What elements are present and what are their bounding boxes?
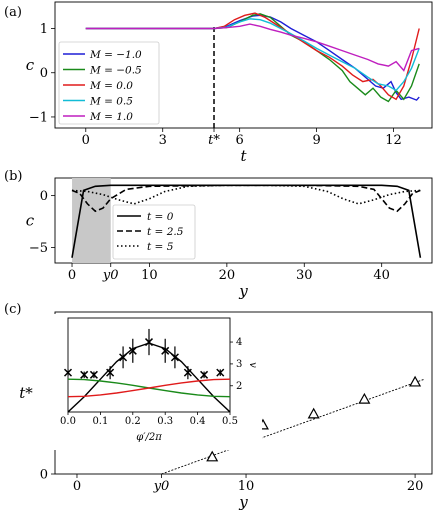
- inset-curve: [68, 378, 230, 398]
- plot-frame: [54, 1, 433, 129]
- x-tick-label: 0: [68, 268, 76, 283]
- series-line: [85, 23, 420, 72]
- inset-marker-x: [216, 368, 225, 377]
- inset-y-tick-label: 2: [236, 381, 242, 392]
- inset-x-axis-label: φ′/2π: [136, 432, 162, 443]
- x-tick-label-special: y0: [153, 479, 170, 494]
- inset-background: [38, 314, 262, 450]
- y-tick-label: 0: [40, 66, 48, 81]
- y-tick-label: 0: [40, 189, 48, 204]
- inset-marker-x: [161, 346, 170, 355]
- series-line: [85, 12, 420, 101]
- legend-label: M = 1.0: [89, 111, 133, 123]
- x-tick-label: 0: [73, 479, 81, 494]
- inset-marker-x: [170, 353, 179, 362]
- inset-frame: [67, 317, 231, 413]
- inset-x-tick-label: 0.1: [92, 416, 108, 427]
- x-tick-label: 6: [236, 133, 244, 148]
- inset-marker-x: [106, 368, 115, 377]
- y-axis-label: c: [26, 56, 35, 74]
- data-point-triangle: [409, 375, 422, 387]
- inset-x-tick-label: 0.2: [125, 416, 141, 427]
- panel-a: 0 3 6 9 12 t* −1 0 1 t c (a) M = −1.0 M = −0.5 M = 0.0…: [4, 1, 433, 165]
- x-tick-label: 20: [407, 479, 424, 494]
- inset-y-axis-label: v: [247, 362, 258, 368]
- x-tick-label: 20: [219, 268, 236, 283]
- inset-marker-x: [80, 370, 89, 379]
- legend-label: t = 2.5: [147, 226, 184, 238]
- x-axis-label: y: [238, 493, 248, 511]
- series-line: [71, 184, 421, 205]
- inset-marker-x: [63, 368, 73, 377]
- legend-label: M = 0.0: [89, 80, 133, 92]
- data-point-triangle: [206, 450, 219, 462]
- y-tick-label: −5: [29, 241, 48, 256]
- inset-x-tick-label: 0.3: [157, 416, 173, 427]
- panel-label: (c): [4, 302, 21, 317]
- x-axis-label: t: [240, 147, 247, 165]
- x-tick-label: 40: [373, 268, 390, 283]
- data-point-triangle: [358, 392, 371, 404]
- inset-marker-x: [89, 370, 98, 379]
- panel-label: (b): [4, 169, 22, 184]
- legend-box: [58, 41, 160, 125]
- panel-c: 01020y00246yt*(c)0.00.10.20.30.40.5234φ′…: [4, 302, 433, 511]
- legend-label: M = −1.0: [89, 49, 142, 61]
- x-tick-label-special: y0: [102, 268, 119, 283]
- inset-y-tick-label: 4: [236, 337, 242, 348]
- legend-label: t = 0: [147, 211, 174, 223]
- inset-marker-x: [128, 346, 137, 355]
- x-tick-label: 10: [238, 479, 255, 494]
- series-line: [85, 18, 420, 92]
- x-tick-label-special: t*: [208, 133, 220, 148]
- inset-marker-x: [200, 370, 209, 379]
- legend-label: M = −0.5: [89, 64, 142, 76]
- y-tick-label: −1: [29, 110, 48, 125]
- x-tick-label: 10: [141, 268, 158, 283]
- x-tick-label: 30: [296, 268, 313, 283]
- x-tick-label: 0: [82, 133, 90, 148]
- inset-x-tick-label: 0.4: [190, 416, 206, 427]
- series-line: [85, 13, 420, 103]
- inset-x-tick-label: 0.0: [60, 416, 76, 427]
- x-tick-label: 9: [312, 133, 320, 148]
- inset-y-tick-label: 3: [236, 359, 242, 370]
- x-axis-label: y: [238, 282, 248, 300]
- fit-line: [161, 379, 424, 475]
- legend-label: M = 0.5: [89, 95, 133, 107]
- y-axis-label: c: [26, 212, 35, 230]
- legend-label: t = 5: [147, 241, 174, 253]
- inset-marker-x: [144, 338, 154, 347]
- inset-x-tick-label: 0.5: [222, 416, 238, 427]
- y-tick-label: 0: [40, 468, 48, 483]
- x-tick-label: 3: [159, 133, 167, 148]
- data-point-triangle: [307, 407, 320, 419]
- inset-marker-x: [119, 353, 128, 362]
- series-line: [71, 184, 421, 213]
- panel-b: 0 10 20 30 40 y0 −5 0 y c (b) t = 0 t = 2.5 t = 5: [4, 169, 433, 300]
- y-axis-label: t*: [19, 384, 33, 402]
- panel-label: (a): [4, 5, 22, 20]
- inset-marker-x: [183, 368, 192, 377]
- plot-frame: [54, 177, 433, 264]
- x-tick-label: 12: [385, 133, 402, 148]
- y-tick-label: 1: [40, 22, 48, 37]
